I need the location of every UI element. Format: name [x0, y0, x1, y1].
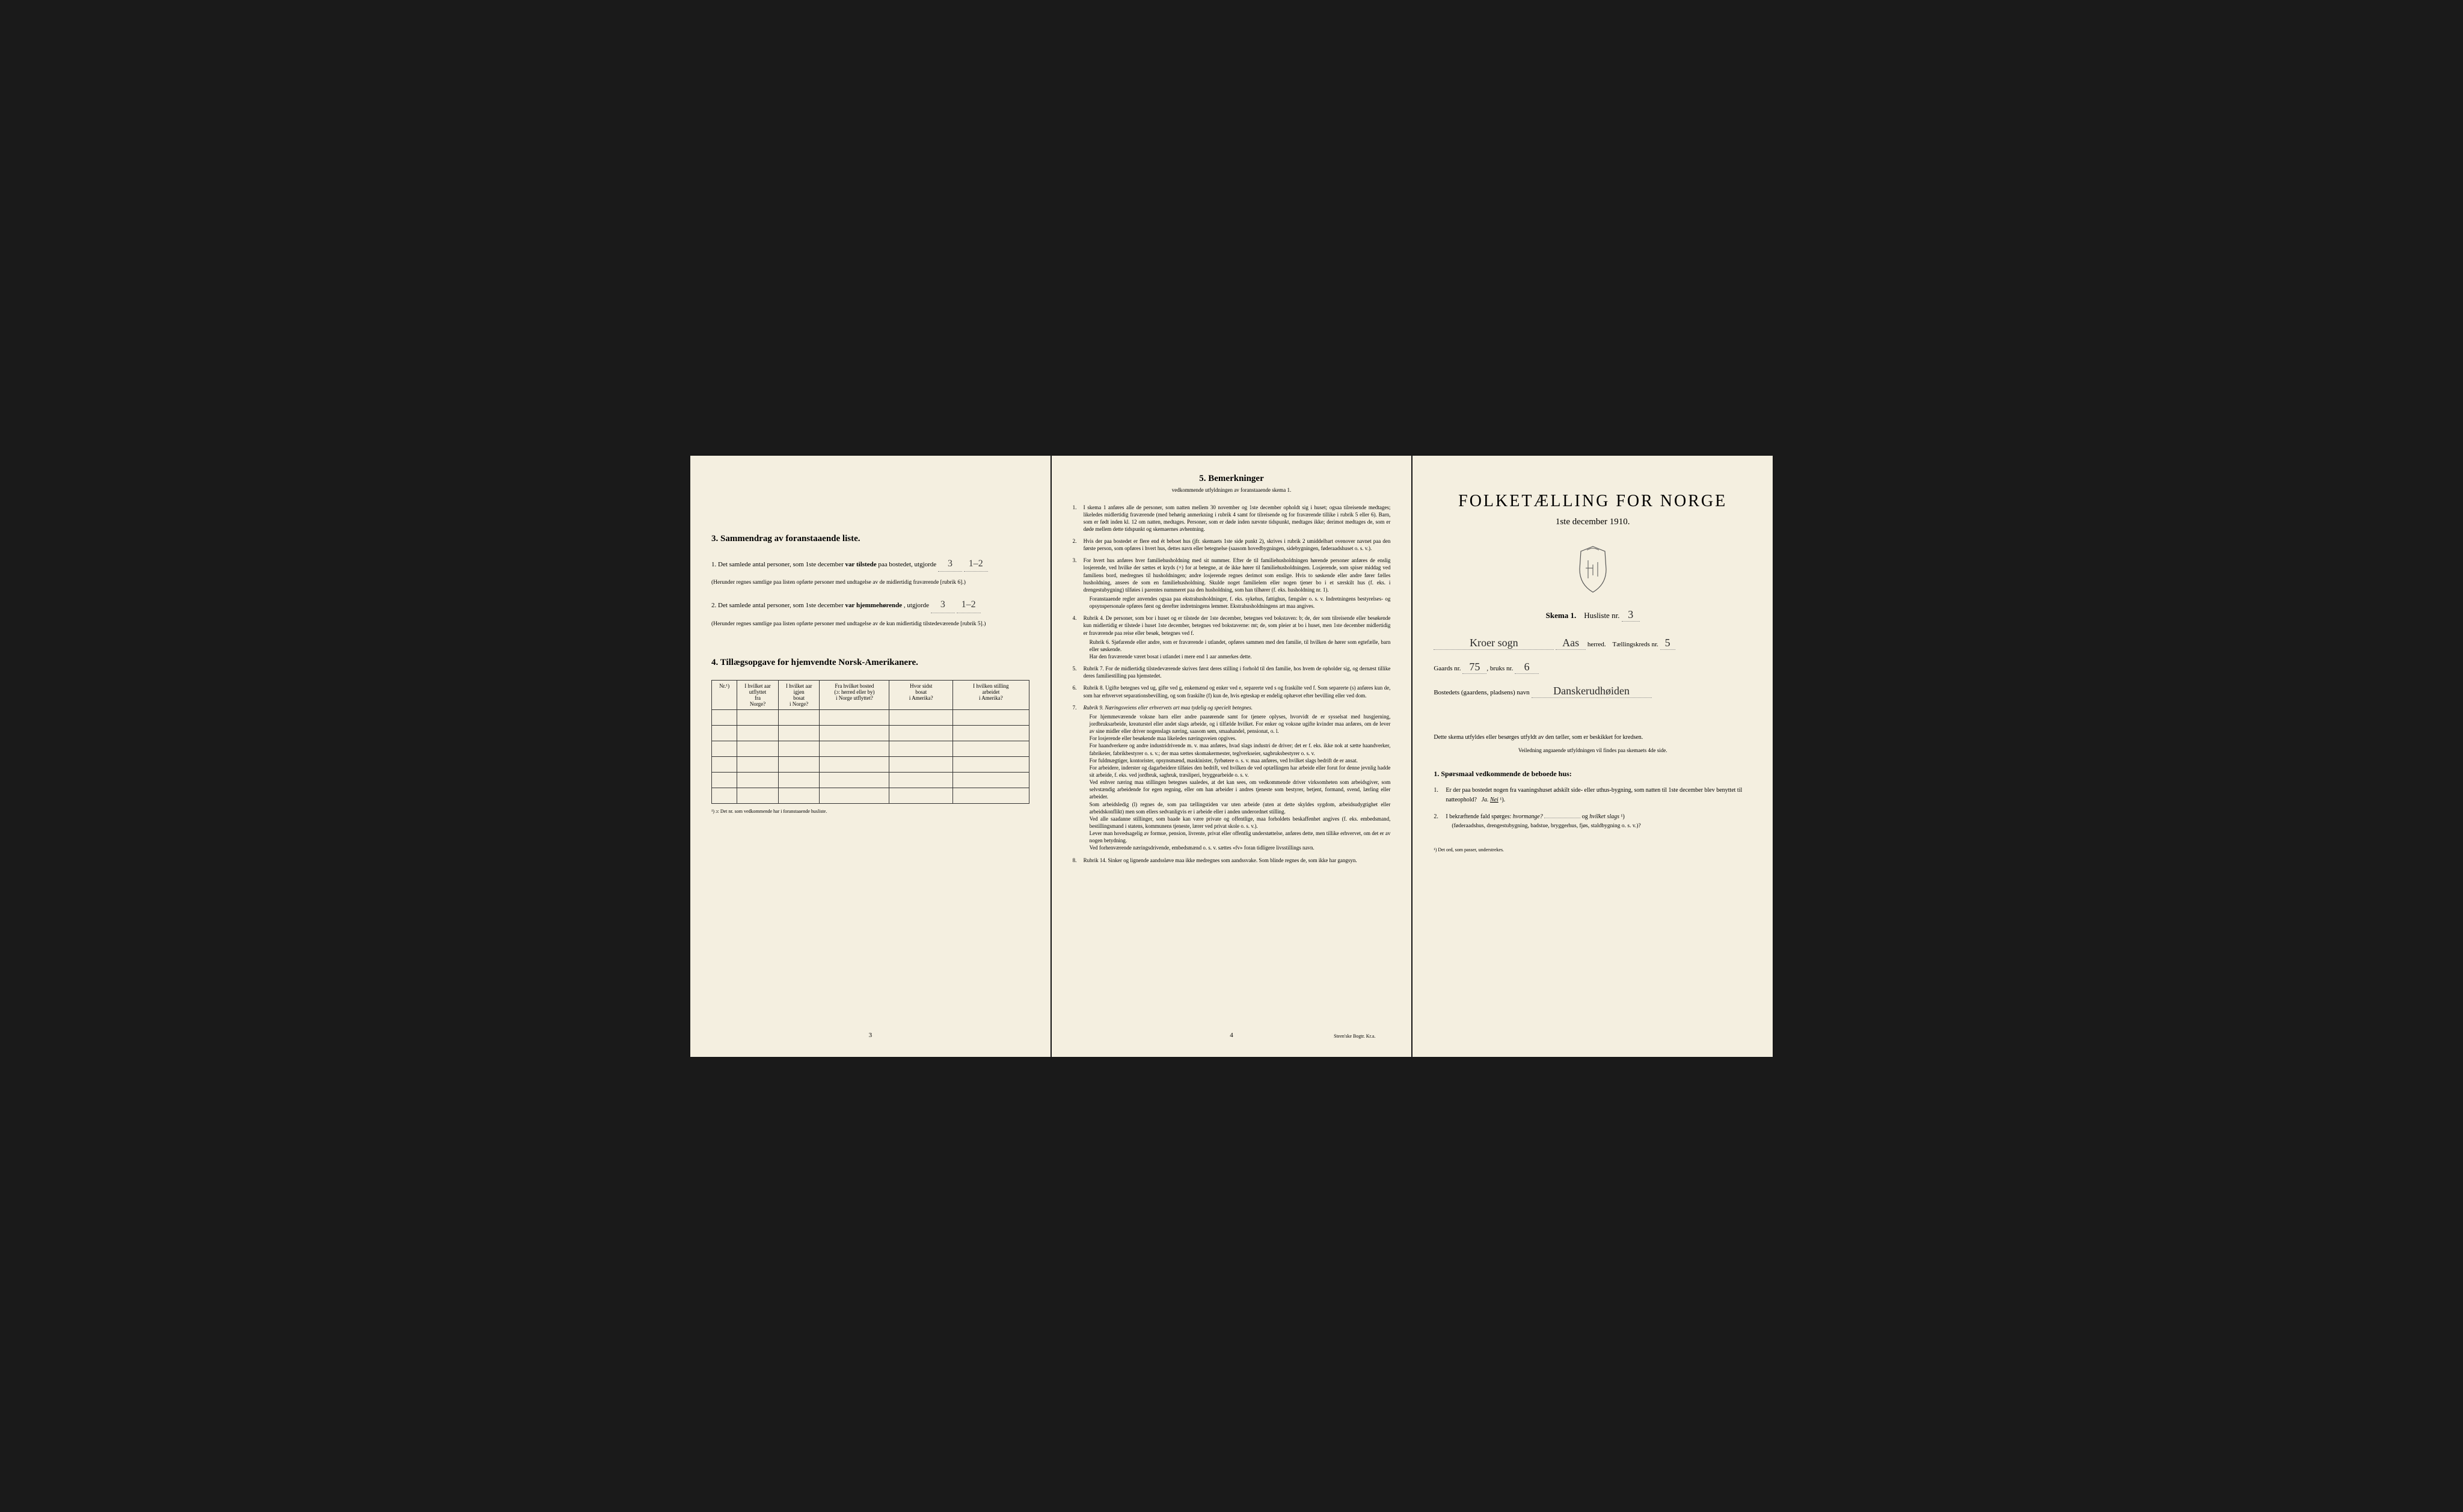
- table-row: [712, 741, 1029, 757]
- printer-mark: Steen'ske Bogtr. Kr.a.: [1334, 1033, 1375, 1039]
- filler-instruction: Dette skema utfyldes eller besørges utfy…: [1434, 733, 1752, 755]
- answer-nei: Nei: [1490, 797, 1498, 803]
- hjemme-range: 1–2: [957, 597, 981, 613]
- table-row: [712, 726, 1029, 741]
- tilstede-count: 3: [938, 556, 962, 572]
- page-cover: FOLKETÆLLING FOR NORGE 1ste december 191…: [1412, 456, 1773, 1057]
- summary-line-1: 1. Det samlede antal personer, som 1ste …: [711, 556, 1029, 572]
- table-header-row: Nr.¹) I hvilket aar utflyttet fra Norge?…: [712, 681, 1029, 710]
- questions-section: 1. Spørsmaal vedkommende de beboede hus:…: [1434, 770, 1752, 838]
- herred-value: Aas: [1556, 637, 1586, 650]
- question-2: 2. I bekræftende fald spørges: hvormange…: [1434, 812, 1752, 831]
- census-date: 1ste december 1910.: [1556, 517, 1630, 527]
- col-from: Fra hvilket bosted (ɔ: herred eller by) …: [820, 681, 889, 710]
- husliste-nr: 3: [1622, 608, 1640, 622]
- remark-1: 1.I skema 1 anføres alle de personer, so…: [1073, 504, 1391, 533]
- remark-6: 6.Rubrik 8. Ugifte betegnes ved ug, gift…: [1073, 684, 1391, 699]
- col-returned: I hvilket aar igjen bosat i Norge?: [778, 681, 820, 710]
- sogn-value: Kroer sogn: [1434, 637, 1554, 650]
- hjemme-count: 3: [931, 597, 955, 613]
- question-1: 1. Er der paa bostedet nogen fra vaaning…: [1434, 786, 1752, 805]
- census-title: FOLKETÆLLING FOR NORGE: [1458, 492, 1727, 511]
- remark-4: 4.Rubrik 4. De personer, som bor i huset…: [1073, 614, 1391, 660]
- page-number-4: 4: [1230, 1032, 1233, 1039]
- section-4-title: 4. Tillægsopgave for hjemvendte Norsk-Am…: [711, 658, 1029, 668]
- table-row: [712, 757, 1029, 773]
- section-3-title: 3. Sammendrag av foranstaaende liste.: [711, 534, 1029, 544]
- bosted-line: Bostedets (gaardens, pladsens) navn Dans…: [1434, 685, 1752, 698]
- summary-note-2: (Herunder regnes samtlige paa listen opf…: [711, 620, 1029, 628]
- remark-2: 2.Hvis der paa bostedet er flere end ét …: [1073, 537, 1391, 552]
- summary-line-2: 2. Det samlede antal personer, som 1ste …: [711, 597, 1029, 613]
- table-row: [712, 710, 1029, 726]
- gaards-nr: 75: [1462, 661, 1486, 674]
- page-3: 3. Sammendrag av foranstaaende liste. 1.…: [690, 456, 1051, 1057]
- remarks-title: 5. Bemerkninger: [1073, 474, 1391, 484]
- sogn-line: Kroer sogn Aas herred. Tællingskreds nr.…: [1434, 637, 1752, 650]
- bosted-navn: Danskerudhøiden: [1532, 685, 1652, 698]
- emigrant-table: Nr.¹) I hvilket aar utflyttet fra Norge?…: [711, 680, 1029, 814]
- remarks-list: 1.I skema 1 anføres alle de personer, so…: [1073, 504, 1391, 864]
- bruks-nr: 6: [1515, 661, 1539, 674]
- table-body: [712, 710, 1029, 804]
- table-footnote: ¹) ɔ: Det nr. som vedkommende har i fora…: [711, 809, 1029, 814]
- col-emigrated: I hvilket aar utflyttet fra Norge?: [737, 681, 779, 710]
- remark-7: 7.Rubrik 9. Næringsveiens eller erhverve…: [1073, 704, 1391, 852]
- census-document: 3. Sammendrag av foranstaaende liste. 1.…: [690, 456, 1773, 1057]
- summary-note-1: (Herunder regnes samtlige paa listen opf…: [711, 579, 1029, 586]
- remarks-subtitle: vedkommende utfyldningen av foranstaaend…: [1073, 487, 1391, 493]
- remark-5: 5.Rubrik 7. For de midlertidig tilstedev…: [1073, 665, 1391, 679]
- page-4: 5. Bemerkninger vedkommende utfyldningen…: [1052, 456, 1412, 1057]
- table-row: [712, 788, 1029, 804]
- kreds-nr: 5: [1660, 637, 1675, 650]
- remark-8: 8.Rubrik 14. Sinker og lignende aandsslø…: [1073, 857, 1391, 864]
- table-row: [712, 773, 1029, 788]
- col-position: I hvilken stilling arbeidet i Amerika?: [953, 681, 1029, 710]
- questions-header: 1. Spørsmaal vedkommende de beboede hus:: [1434, 770, 1752, 779]
- coat-of-arms-icon: [1575, 545, 1611, 593]
- page-number-3: 3: [869, 1032, 873, 1039]
- tilstede-range: 1–2: [964, 556, 988, 572]
- col-nr: Nr.¹): [712, 681, 737, 710]
- gaards-line: Gaards nr. 75, bruks nr. 6: [1434, 661, 1752, 674]
- footnote-understrekes: ¹) Det ord, som passer, understrekes.: [1434, 847, 1752, 852]
- col-america: Hvor sidst bosat i Amerika?: [889, 681, 953, 710]
- skema-line: Skema 1. Husliste nr. 3: [1546, 608, 1640, 622]
- remark-3: 3.For hvert hus anføres hver familiehush…: [1073, 557, 1391, 610]
